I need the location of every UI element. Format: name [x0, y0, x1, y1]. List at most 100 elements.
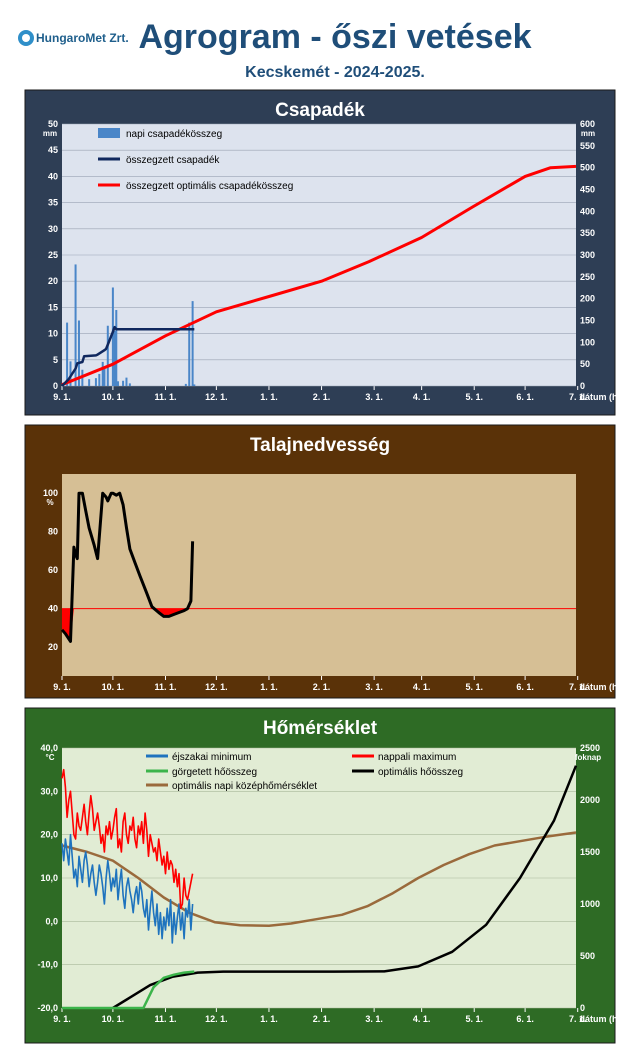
- x-tick-label: 9. 1.: [53, 392, 71, 402]
- x-axis-label: dátum (hó.nap): [580, 1014, 640, 1024]
- left-y-tick-label: 0,0: [45, 916, 58, 926]
- left-y-unit: °C: [46, 753, 55, 762]
- right-y-tick-label: 550: [580, 141, 595, 151]
- night-min-line: [61, 833, 194, 944]
- precip-bar: [116, 381, 119, 386]
- page-subtitle: Kecskemét - 2024-2025.: [245, 64, 425, 81]
- x-tick-label: 10. 1.: [102, 682, 125, 692]
- x-tick-label: 2. 1.: [313, 392, 331, 402]
- left-y-tick-label: 5: [53, 355, 58, 365]
- x-tick-label: 4. 1.: [413, 682, 431, 692]
- right-y-tick-label: 400: [580, 206, 595, 216]
- precip-bar: [191, 301, 194, 386]
- precip-bar: [184, 383, 187, 386]
- plot-area: [62, 474, 576, 676]
- left-y-tick-label: 20: [48, 276, 58, 286]
- precip-bar: [113, 330, 116, 386]
- x-tick-label: 4. 1.: [413, 392, 431, 402]
- x-tick-label: 12. 1.: [205, 682, 228, 692]
- right-y-tick-label: 50: [580, 359, 590, 369]
- x-tick-label: 11. 1.: [154, 1014, 176, 1024]
- left-y-tick-label: 80: [48, 527, 58, 537]
- chart-title: Talajnedvesség: [250, 435, 390, 456]
- x-tick-label: 11. 1.: [154, 682, 176, 692]
- x-tick-label: 6. 1.: [516, 1014, 534, 1024]
- precip-bar: [66, 322, 69, 386]
- x-tick-label: 12. 1.: [205, 1014, 228, 1024]
- left-y-tick-label: 10,0: [40, 873, 58, 883]
- left-y-tick-label: 40: [48, 171, 58, 181]
- x-tick-label: 2. 1.: [313, 682, 331, 692]
- precip-bar: [103, 367, 106, 386]
- left-y-tick-label: 50: [48, 119, 58, 129]
- precip-bar: [69, 361, 72, 386]
- legend-label: optimális hőösszeg: [378, 767, 463, 778]
- x-tick-label: 6. 1.: [516, 682, 534, 692]
- page-header: HungaroMet Zrt. Agrogram - őszi vetések …: [0, 0, 640, 88]
- chart-panel-2: Talajnedvesség 9. 1. 10. 1. 11. 1. 12. 1. 1. …: [24, 424, 640, 699]
- x-tick-label: 7. 1.: [569, 682, 587, 692]
- left-y-unit: mm: [43, 129, 57, 138]
- x-tick-label: 7. 1.: [569, 392, 587, 402]
- left-y-tick-label: 25: [48, 250, 58, 260]
- right-y-tick-label: 350: [580, 228, 595, 238]
- right-y-tick-label: 200: [580, 294, 595, 304]
- left-y-tick-label: 15: [48, 302, 58, 312]
- right-y-tick-label: 300: [580, 250, 595, 260]
- optimal-cumulative-line: [61, 164, 577, 387]
- legend-swatch-bars: [98, 128, 120, 138]
- precip-bar: [74, 264, 77, 386]
- precip-bar: [193, 384, 196, 386]
- right-y-tick-label: 1000: [580, 899, 600, 909]
- left-y-tick-label: -20,0: [37, 1003, 58, 1013]
- page-title: Agrogram - őszi vetések: [138, 18, 532, 56]
- precip-bar: [128, 383, 131, 386]
- right-y-tick-label: 0: [580, 1003, 585, 1013]
- x-tick-label: 9. 1.: [53, 682, 71, 692]
- right-y-tick-label: 2500: [580, 743, 600, 753]
- precip-bar: [122, 380, 125, 386]
- x-tick-label: 5. 1.: [465, 682, 483, 692]
- left-y-tick-label: 30,0: [40, 786, 58, 796]
- right-y-tick-label: 250: [580, 272, 595, 282]
- chart-panel-1: Csapadék 9. 1. 10. 1. 11. 1. 12. 1. 1. 1. 2. 1…: [24, 89, 640, 416]
- left-y-tick-label: 20,0: [40, 830, 58, 840]
- precip-bar: [101, 361, 104, 386]
- legend-label: optimális napi középhőmérséklet: [172, 781, 317, 792]
- precip-bar: [115, 310, 118, 386]
- right-y-tick-label: 100: [580, 337, 595, 347]
- x-tick-label: 9. 1.: [53, 1014, 71, 1024]
- cumulative-precip-line: [61, 325, 195, 387]
- x-axis-label: dátum (hó.nap): [580, 392, 640, 402]
- chart-panel-3: Hőmérséklet 9. 1. 10. 1. 11. 1. 12. 1. 1. 1. 2…: [24, 707, 640, 1044]
- legend-label: nappali maximum: [378, 752, 456, 763]
- precip-bar: [188, 322, 191, 386]
- precip-bar: [77, 320, 80, 386]
- chart-title: Hőmérséklet: [263, 718, 378, 739]
- right-y-unit: mm: [581, 129, 595, 138]
- left-y-tick-label: 40,0: [40, 743, 58, 753]
- x-tick-label: 3. 1.: [365, 392, 383, 402]
- legend: éjszakai minimum nappali maximum görgetett…: [146, 752, 463, 792]
- day-max-line: [61, 768, 194, 910]
- x-tick-label: 5. 1.: [465, 1014, 483, 1024]
- chart-title: Csapadék: [275, 100, 365, 121]
- legend-label: napi csapadékösszeg: [126, 129, 222, 140]
- x-tick-label: 3. 1.: [365, 682, 383, 692]
- right-y-tick-label: 450: [580, 185, 595, 195]
- left-y-tick-label: 30: [48, 224, 58, 234]
- x-axis-label: dátum (hó.nap): [580, 682, 640, 692]
- legend-label: összegzett optimális csapadékösszeg: [126, 181, 293, 192]
- left-y-tick-label: 10: [48, 329, 58, 339]
- right-y-tick-label: 600: [580, 119, 595, 129]
- legend-label: éjszakai minimum: [172, 752, 251, 763]
- left-y-tick-label: 40: [48, 604, 58, 614]
- left-y-tick-label: 100: [43, 488, 58, 498]
- left-y-tick-label: 0: [53, 381, 58, 391]
- x-tick-label: 1. 1.: [260, 1014, 278, 1024]
- x-tick-label: 4. 1.: [413, 1014, 431, 1024]
- left-y-tick-label: -10,0: [37, 960, 58, 970]
- x-tick-label: 11. 1.: [154, 392, 176, 402]
- precip-bar: [125, 377, 128, 386]
